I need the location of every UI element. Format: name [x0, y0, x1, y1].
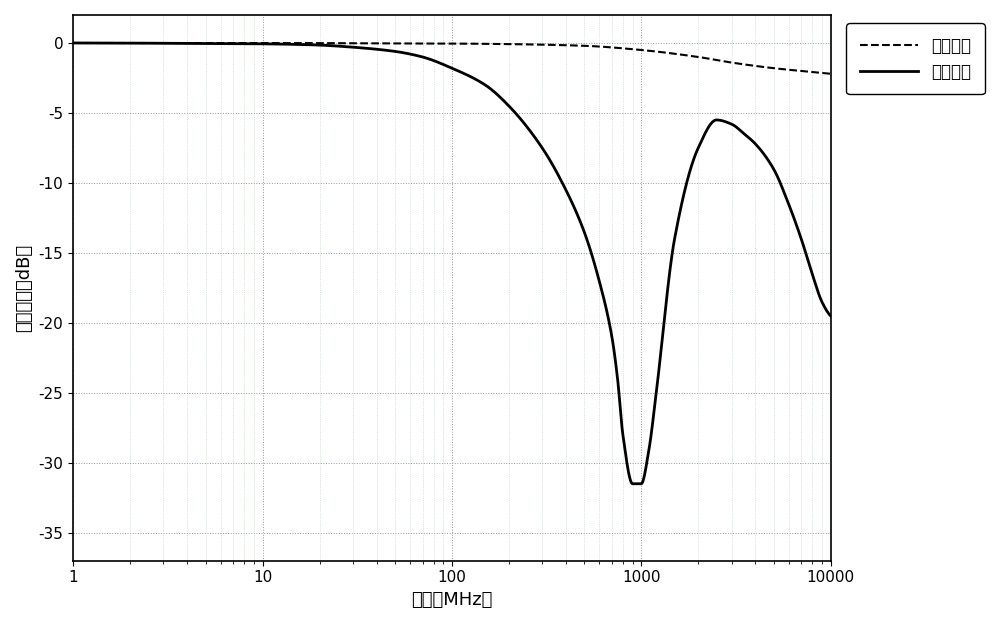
共模讯号	[390, 48, 402, 56]
共模讯号	[154, 39, 166, 47]
共模讯号	[198, 40, 210, 47]
共模讯号	[627, 480, 639, 487]
共模讯号	[810, 282, 822, 290]
共模讯号	[825, 312, 837, 319]
差模讯号	[825, 70, 837, 77]
差模讯号	[390, 39, 402, 47]
共模讯号	[728, 122, 740, 129]
差模讯号	[154, 39, 166, 47]
差模讯号	[810, 69, 822, 76]
Line: 共模讯号: 共模讯号	[73, 43, 831, 484]
共模讯号	[358, 44, 370, 52]
共模讯号	[67, 39, 79, 47]
差模讯号	[728, 59, 740, 67]
差模讯号	[67, 39, 79, 47]
Line: 差模讯号: 差模讯号	[73, 43, 831, 74]
差模讯号	[358, 39, 370, 47]
Legend: 差模讯号, 共模讯号: 差模讯号, 共模讯号	[846, 23, 985, 94]
差模讯号	[198, 39, 210, 47]
X-axis label: 频率（MHz）: 频率（MHz）	[411, 591, 493, 609]
Y-axis label: 插入损失（dB）: 插入损失（dB）	[15, 244, 33, 332]
